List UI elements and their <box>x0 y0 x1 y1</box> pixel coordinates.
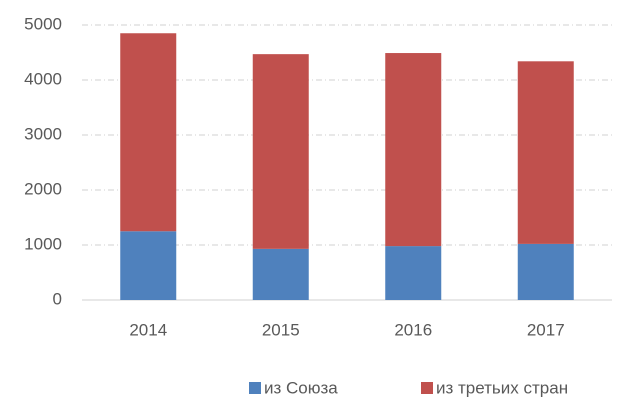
legend-label: из третьих стран <box>436 378 568 397</box>
bar-segment <box>120 33 177 232</box>
y-tick-label: 4000 <box>24 69 62 88</box>
bar-segment <box>385 53 442 247</box>
legend-label: из Союза <box>264 378 338 397</box>
x-tick-label: 2016 <box>394 320 432 339</box>
y-tick-label: 1000 <box>24 234 62 253</box>
x-tick-label: 2017 <box>527 320 565 339</box>
bar-segment <box>517 243 574 300</box>
legend-swatch <box>421 382 433 394</box>
bar-segment <box>252 54 309 249</box>
legend-swatch <box>249 382 261 394</box>
x-tick-label: 2015 <box>262 320 300 339</box>
y-tick-label: 5000 <box>24 14 62 33</box>
y-tick-label: 3000 <box>24 124 62 143</box>
bar-segment <box>252 248 309 300</box>
y-tick-label: 2000 <box>24 179 62 198</box>
bar-segment <box>120 231 177 300</box>
y-tick-label: 0 <box>53 289 62 308</box>
bar-segment <box>385 246 442 300</box>
x-tick-label: 2014 <box>129 320 167 339</box>
bar-segment <box>517 61 574 244</box>
